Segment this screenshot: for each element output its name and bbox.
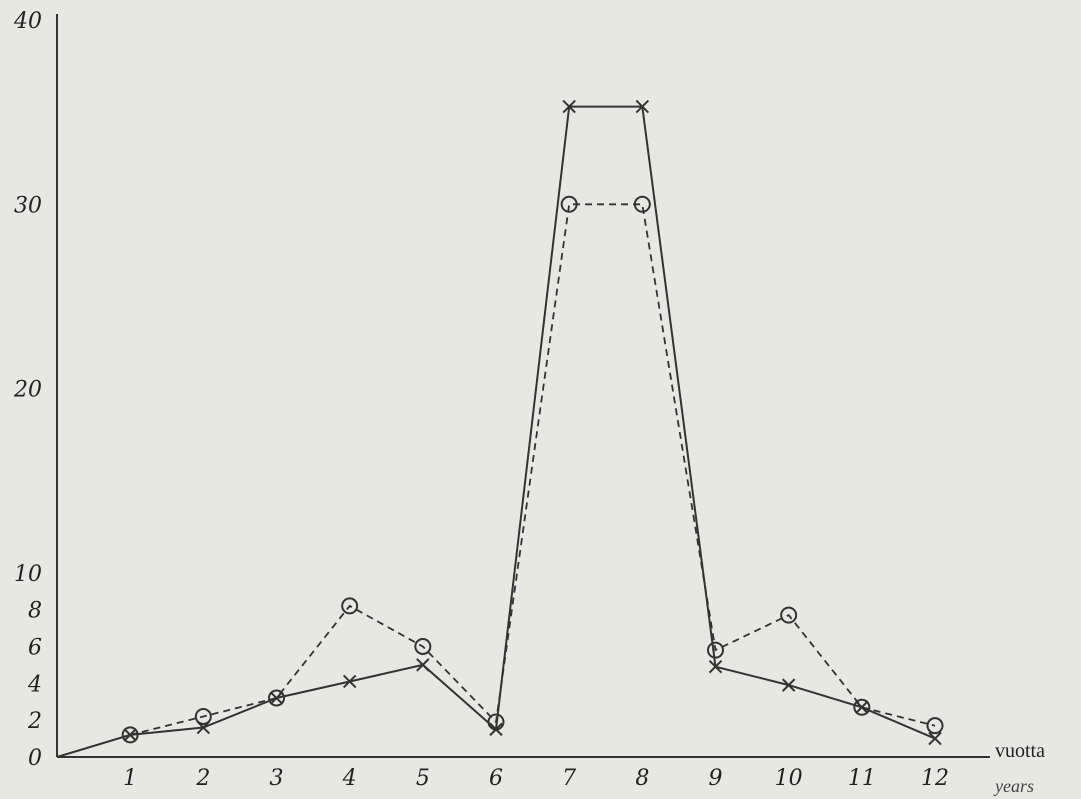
x-tick-label: 1 (123, 766, 137, 791)
data-point-x (562, 99, 576, 114)
x-tick-labels: 1 2 3 4 5 6 7 8 9 10 11 12 (123, 766, 949, 791)
x-tick-label: 3 (270, 766, 284, 791)
cross-stroke (342, 674, 357, 689)
x-tick-label: 4 (342, 766, 357, 791)
data-point-x (416, 658, 430, 672)
series-line-solid (56, 105, 936, 758)
x-tick-label: 7 (562, 766, 576, 791)
data-point-x (855, 700, 869, 714)
x-tick-label: 8 (635, 766, 649, 791)
data-point-circle (121, 726, 139, 744)
x-tick-label: 2 (195, 766, 210, 791)
y-tick-label: 6 (28, 635, 42, 660)
data-point-x (123, 728, 137, 742)
data-point-circle (194, 707, 212, 725)
data-point-x (708, 660, 723, 674)
y-tick-label: 30 (14, 193, 42, 218)
series-line-dashed (129, 203, 936, 736)
x-tick-label: 9 (709, 766, 723, 791)
y-tick-label: 0 (28, 746, 42, 771)
y-tick-label: 4 (27, 672, 42, 697)
data-point-circle (780, 606, 798, 624)
y-tick-label: 2 (27, 709, 42, 734)
cross-stroke (416, 658, 430, 672)
data-point-x (342, 674, 357, 689)
data-point-circle (707, 641, 724, 659)
x-tick-label: 6 (489, 766, 503, 791)
y-tick-labels: 0 2 4 6 8 10 20 30 40 (13, 9, 42, 771)
series-lines (56, 105, 936, 758)
data-point-x (928, 731, 942, 746)
cross-stroke (123, 728, 137, 742)
data-point-circle (341, 597, 359, 615)
data-point-circle (560, 195, 578, 213)
data-point-circle (853, 698, 871, 716)
cross-stroke (562, 99, 576, 114)
cross-stroke (269, 691, 284, 705)
data-point-circle (633, 195, 651, 213)
data-point-x (635, 99, 650, 114)
cross-stroke (635, 99, 650, 114)
x-tick-label: 12 (921, 766, 949, 791)
data-point-x (781, 678, 796, 692)
y-tick-label: 10 (14, 562, 42, 587)
cross-stroke (708, 660, 723, 674)
y-tick-label: 40 (13, 9, 42, 34)
cross-stroke (928, 731, 942, 746)
x-tick-label: 11 (848, 766, 876, 791)
x-axis-label: vuotta (995, 740, 1045, 762)
data-point-circle (926, 717, 944, 735)
cross-stroke (781, 678, 796, 692)
data-point-circle (268, 689, 285, 707)
data-point-circle (487, 713, 505, 731)
x-tick-label: 5 (416, 766, 430, 791)
x-tick-label: 10 (775, 766, 803, 791)
y-tick-label: 20 (13, 378, 42, 403)
cross-stroke (855, 700, 869, 714)
x-axis-label-secondary: years (993, 776, 1034, 796)
y-tick-label: 8 (28, 599, 42, 624)
series-markers (121, 99, 944, 746)
data-point-x (269, 691, 284, 705)
data-point-circle (414, 637, 432, 655)
